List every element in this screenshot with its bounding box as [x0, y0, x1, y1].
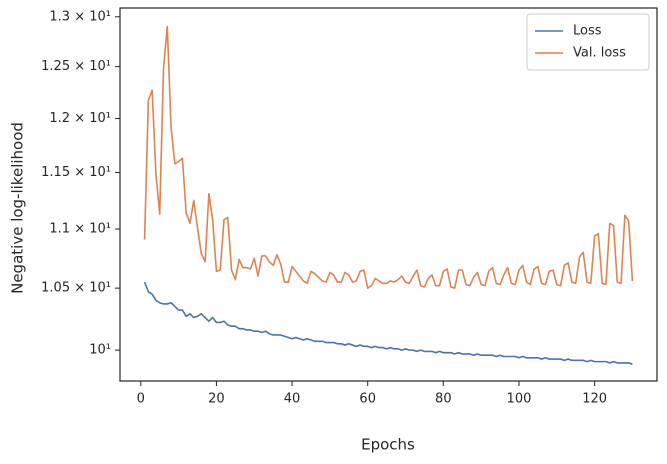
y-tick-label: 1.05 × 10¹ [41, 281, 111, 296]
x-tick-label: 0 [137, 392, 145, 407]
x-tick-label: 120 [582, 392, 607, 407]
y-tick-label: 10¹ [89, 343, 111, 358]
x-tick-label: 40 [284, 392, 301, 407]
x-axis-label: Epochs [361, 436, 415, 454]
legend-label: Loss [573, 24, 602, 39]
line-series [143, 281, 633, 365]
legend-box [526, 13, 650, 71]
y-tick-label: 1.25 × 10¹ [41, 59, 111, 74]
x-tick-label: 100 [507, 392, 532, 407]
y-axis-label: Negative log-likelihood [9, 122, 27, 294]
x-tick-label: 20 [208, 392, 225, 407]
x-tick-label: 80 [435, 392, 452, 407]
line-series [143, 25, 634, 289]
y-tick-label: 1.2 × 10¹ [49, 111, 111, 126]
plot-frame [119, 7, 658, 382]
legend-label: Val. loss [573, 46, 626, 61]
y-tick-label: 1.1 × 10¹ [49, 222, 111, 237]
y-tick-label: 1.15 × 10¹ [41, 165, 111, 180]
x-tick-label: 60 [359, 392, 376, 407]
y-tick-label: 1.3 × 10¹ [49, 9, 111, 24]
